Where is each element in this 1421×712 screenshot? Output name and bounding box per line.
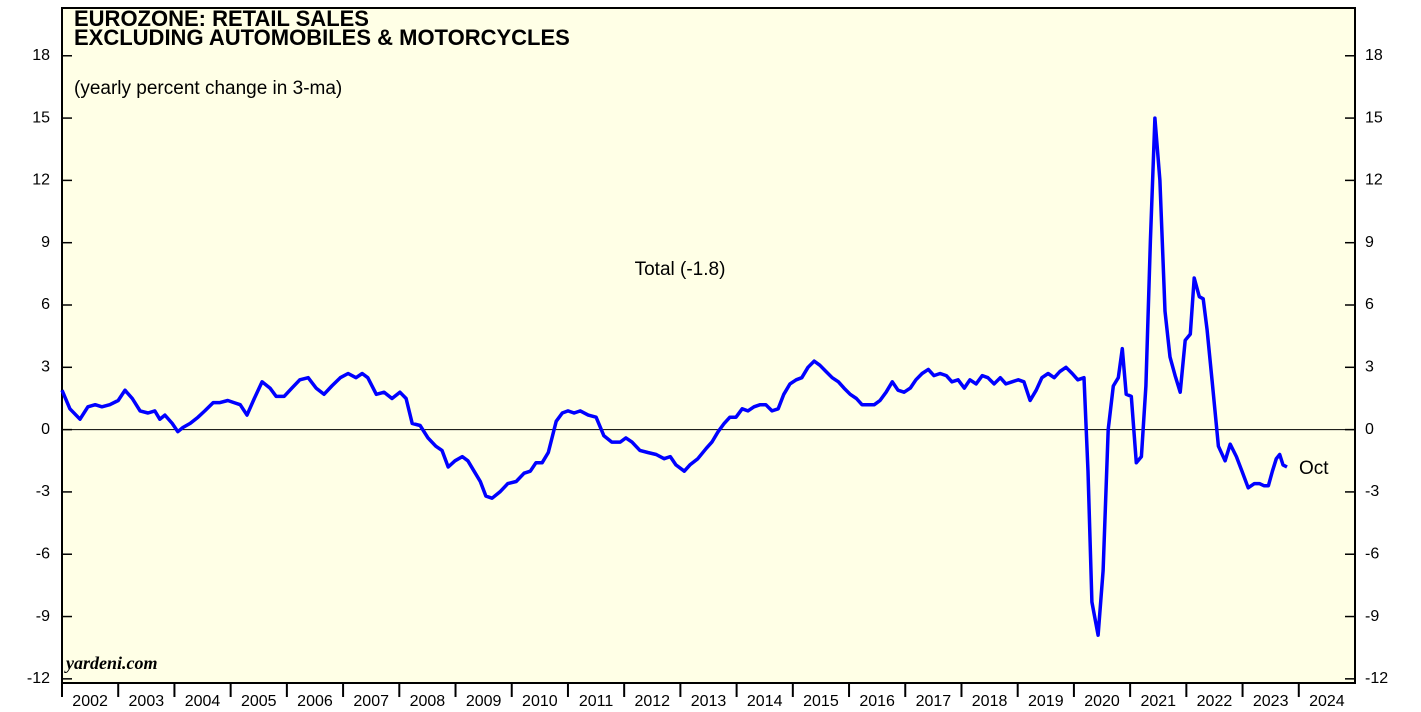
x-tick-label: 2009 [466, 693, 502, 710]
x-tick-label: 2014 [747, 693, 783, 710]
x-tick-label: 2012 [634, 693, 670, 710]
x-tick-label: 2016 [859, 693, 895, 710]
y-tick-label: -6 [36, 545, 50, 562]
x-tick-label: 2018 [972, 693, 1008, 710]
chart-title: EXCLUDING AUTOMOBILES & MOTORCYCLES [74, 25, 570, 50]
y-tick-label: 18 [32, 47, 50, 64]
x-tick-label: 2013 [691, 693, 727, 710]
x-tick-label: 2017 [916, 693, 952, 710]
y-tick-label: -6 [1365, 545, 1379, 562]
x-tick-label: 2021 [1140, 693, 1176, 710]
x-tick-label: 2003 [129, 693, 165, 710]
y-tick-label: 12 [32, 172, 50, 189]
y-tick-label: -3 [36, 483, 50, 500]
x-tick-label: 2024 [1309, 693, 1345, 710]
x-tick-label: 2002 [72, 693, 108, 710]
y-tick-label: 15 [1365, 109, 1383, 126]
y-tick-label: -12 [1365, 670, 1388, 687]
source: yardeni.com [64, 653, 158, 673]
x-tick-label: 2022 [1197, 693, 1233, 710]
y-tick-label: -9 [1365, 608, 1379, 625]
chart-subtitle: (yearly percent change in 3-ma) [74, 78, 342, 99]
x-tick-label: 2011 [579, 693, 614, 710]
x-tick-label: 2019 [1028, 693, 1064, 710]
y-tick-label: 9 [41, 234, 50, 251]
y-tick-label: 15 [32, 109, 50, 126]
y-tick-label: -12 [27, 670, 50, 687]
y-tick-label: 12 [1365, 172, 1383, 189]
end-label: Oct [1299, 458, 1329, 479]
x-tick-label: 2004 [185, 693, 221, 710]
y-tick-label: 6 [1365, 296, 1374, 313]
x-tick-label: 2007 [353, 693, 389, 710]
y-tick-label: 3 [41, 359, 50, 376]
y-tick-label: 9 [1365, 234, 1374, 251]
y-tick-label: 18 [1365, 47, 1383, 64]
y-tick-label: 0 [1365, 421, 1374, 438]
x-tick-label: 2006 [297, 693, 333, 710]
plot-area [61, 7, 1356, 684]
x-tick-label: 2005 [241, 693, 277, 710]
y-tick-label: -3 [1365, 483, 1379, 500]
y-tick-label: 6 [41, 296, 50, 313]
x-tick-label: 2008 [410, 693, 446, 710]
data-line [60, 116, 1288, 637]
x-tick-label: 2015 [803, 693, 839, 710]
chart-title: EUROZONE: RETAIL SALES [74, 6, 369, 31]
y-tick-label: 0 [41, 421, 50, 438]
annotation: Total (-1.8) [635, 259, 726, 280]
x-tick-label: 2010 [522, 693, 558, 710]
x-tick-label: 2020 [1084, 693, 1120, 710]
x-tick-label: 2023 [1253, 693, 1289, 710]
y-tick-label: 3 [1365, 359, 1374, 376]
y-tick-label: -9 [36, 608, 50, 625]
